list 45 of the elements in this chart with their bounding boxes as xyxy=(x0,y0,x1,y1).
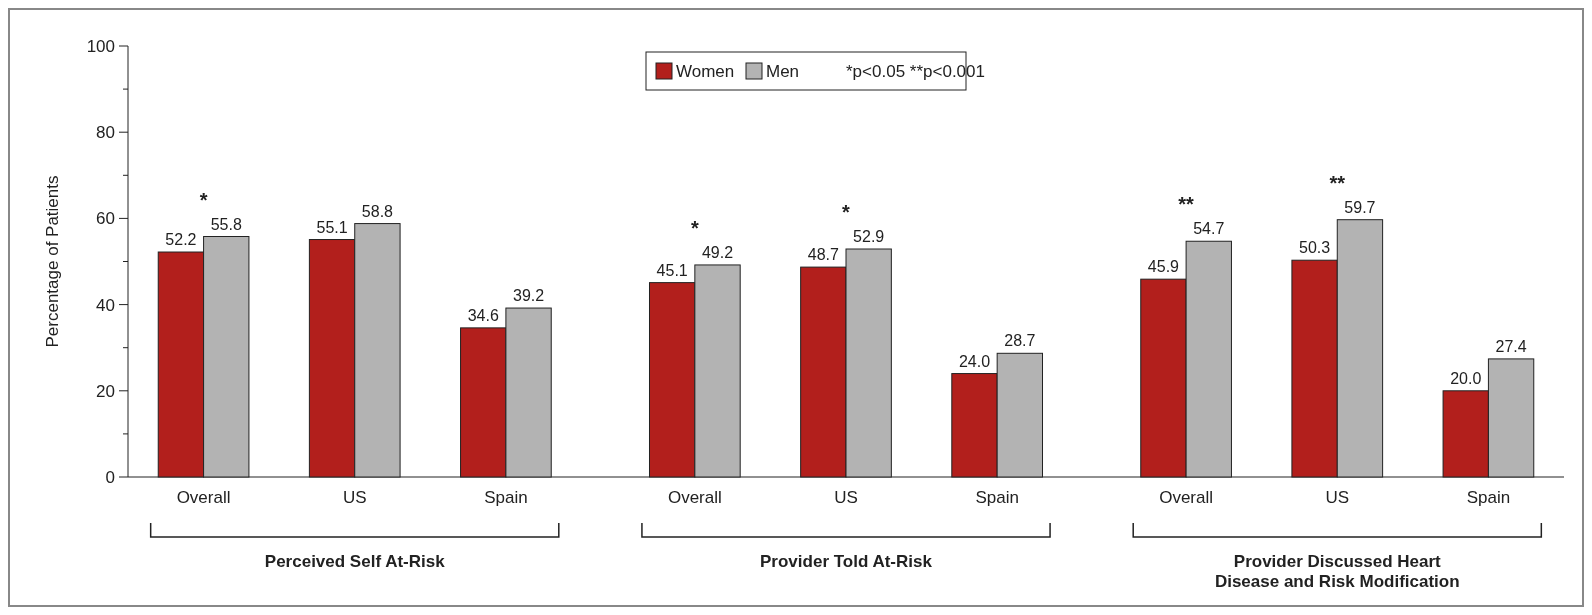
annotation: ** xyxy=(1329,171,1346,194)
annotation: ** xyxy=(1178,193,1195,216)
data-label: 55.1 xyxy=(316,218,348,236)
legend-label: Women xyxy=(676,62,735,81)
x-tick-label: Overall xyxy=(1159,488,1214,507)
x-tick-label: US xyxy=(342,488,367,507)
y-tick-label: 100 xyxy=(86,36,115,56)
data-label: 24.0 xyxy=(958,352,991,370)
x-tick-label: US xyxy=(1325,488,1350,507)
x-tick-label: Overall xyxy=(667,488,722,507)
data-label: 59.7 xyxy=(1344,198,1376,216)
annotation: *p<0.05 **p<0.001 xyxy=(846,62,985,81)
y-tick-label: 40 xyxy=(96,295,115,315)
data-label: 50.3 xyxy=(1299,239,1331,257)
data-label: 39.2 xyxy=(513,287,545,305)
legend-label: Men xyxy=(766,62,800,81)
annotation: * xyxy=(199,188,208,211)
y-tick-label: 60 xyxy=(96,209,115,229)
x-tick-label: Spain xyxy=(1466,488,1511,507)
data-label: 54.7 xyxy=(1193,220,1225,238)
x-tick-label: Spain xyxy=(484,488,528,507)
data-label: 52.2 xyxy=(165,231,197,249)
y-tick-label: 80 xyxy=(96,123,115,143)
data-label: 20.0 xyxy=(1450,369,1482,387)
data-label: 34.6 xyxy=(467,306,499,324)
data-label: 27.4 xyxy=(1495,337,1527,355)
text: Provider Told At-Risk xyxy=(760,552,933,571)
data-label: 55.8 xyxy=(210,215,242,233)
x-tick-label: US xyxy=(834,488,858,507)
data-label: 49.2 xyxy=(701,243,734,261)
y-tick-label: 0 xyxy=(105,467,115,487)
y-axis-title: Percentage of Patients xyxy=(43,175,62,348)
text: Perceived Self At-Risk xyxy=(264,552,446,571)
annotation: * xyxy=(690,216,699,239)
data-label: 28.7 xyxy=(1004,332,1036,350)
x-tick-label: Spain xyxy=(975,488,1019,507)
annotation: * xyxy=(842,201,851,223)
data-label: 45.1 xyxy=(656,261,688,279)
data-label: 48.7 xyxy=(807,246,839,264)
text: Provider Discussed Heart Disease and Risk Modification xyxy=(1214,552,1460,591)
data-label: 52.9 xyxy=(853,228,885,245)
data-label: 45.9 xyxy=(1147,258,1180,276)
data-label: 58.8 xyxy=(361,202,394,220)
x-tick-label: Overall xyxy=(176,488,231,507)
y-tick-label: 20 xyxy=(96,381,115,401)
